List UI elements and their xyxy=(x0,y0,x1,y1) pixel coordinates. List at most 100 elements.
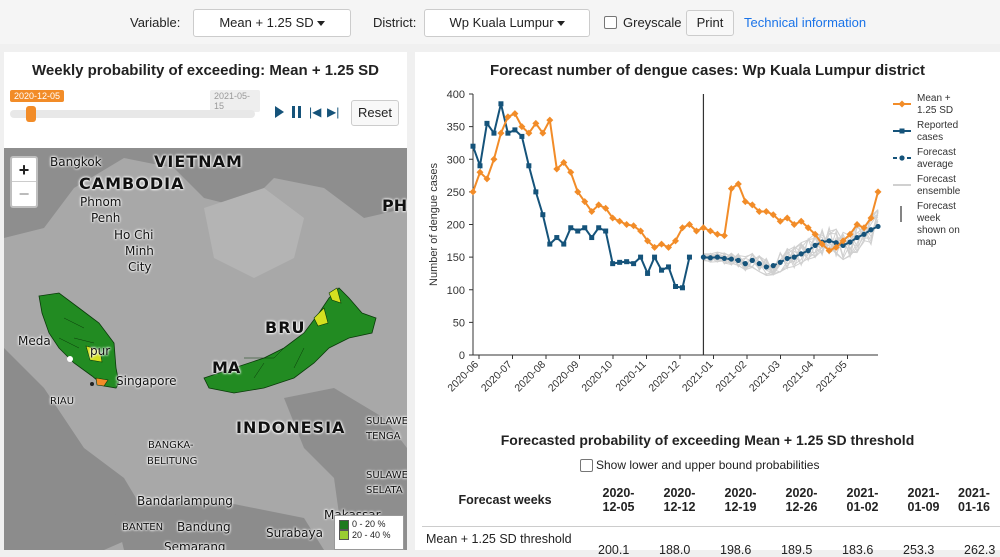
table-title: Forecasted probability of exceeding Mean… xyxy=(500,432,915,448)
step-forward-icon[interactable]: ▶| xyxy=(327,105,340,119)
x-tick-label: 2020-07 xyxy=(479,359,515,395)
variable-dropdown[interactable]: Mean + 1.25 SD xyxy=(193,9,351,37)
ensemble-line xyxy=(703,213,879,276)
series-point xyxy=(490,155,498,163)
table-cell: 198.6 xyxy=(720,543,752,557)
series-point xyxy=(853,221,861,228)
series-point xyxy=(700,254,707,260)
legend-label: cases xyxy=(917,132,943,143)
series-point xyxy=(504,113,512,121)
series-point xyxy=(847,239,853,245)
timeline-start-badge: 2020-12-05 xyxy=(10,90,65,102)
x-tick-label: 2021-02 xyxy=(713,359,749,395)
week-header: 2020- 12-26 xyxy=(785,486,818,514)
series-point xyxy=(631,261,637,267)
series-point xyxy=(610,261,616,267)
y-tick-label: 400 xyxy=(447,89,465,101)
caret-down-icon xyxy=(316,21,325,27)
map-view[interactable]: Bangkok VIETNAM CAMBODIA Phnom Penh Ho C… xyxy=(4,148,407,550)
legend-label: 1.25 SD xyxy=(917,105,953,116)
series-point xyxy=(867,214,875,222)
series-point xyxy=(790,221,798,228)
table-cell: 262.3 xyxy=(964,543,996,557)
x-tick-label: 2021-04 xyxy=(780,359,816,395)
map-canvas[interactable] xyxy=(4,148,407,550)
step-back-icon[interactable]: |◀ xyxy=(309,105,322,119)
timeline-slider[interactable]: 2020-12-05 2021-05-15 xyxy=(10,90,260,122)
series-point xyxy=(651,243,659,251)
bounds-checkbox[interactable] xyxy=(580,459,593,473)
reset-button[interactable]: Reset xyxy=(351,100,399,126)
zoom-in-button[interactable]: + xyxy=(12,158,36,182)
zoom-control: + − xyxy=(10,156,38,208)
series-point xyxy=(469,188,477,196)
legend-label: 20 - 40 % xyxy=(352,529,391,540)
week-header: 2020- 12-05 xyxy=(602,486,635,514)
map-label: Bandarlampung xyxy=(137,494,233,508)
series-point xyxy=(511,110,519,118)
y-tick-label: 250 xyxy=(447,187,465,199)
y-axis-label: Number of dengue cases xyxy=(428,163,440,286)
zoom-out-button[interactable]: − xyxy=(18,184,30,204)
series-point xyxy=(713,230,721,238)
y-tick-label: 200 xyxy=(447,220,465,232)
series-point xyxy=(575,228,581,234)
series-point xyxy=(596,225,602,231)
series-point xyxy=(769,211,777,219)
series-point xyxy=(497,129,505,137)
series-point xyxy=(560,159,568,167)
map-label: Surabaya xyxy=(266,526,323,540)
series-point xyxy=(874,188,882,196)
series-point xyxy=(686,254,692,260)
series-point xyxy=(846,230,854,238)
series-point xyxy=(812,242,818,248)
series-point xyxy=(574,188,582,196)
map-label: Phnom xyxy=(80,195,122,209)
series-point xyxy=(484,120,490,126)
series-point xyxy=(818,240,826,248)
series-point xyxy=(791,254,797,260)
pause-icon[interactable] xyxy=(292,106,301,118)
series-point xyxy=(679,285,685,291)
series-point xyxy=(617,259,623,265)
series-point xyxy=(638,254,644,260)
map-label: TENGA xyxy=(366,431,401,442)
legend-label: shown on xyxy=(917,225,960,236)
week-header: 2020- 12-12 xyxy=(663,486,696,514)
series-point xyxy=(833,240,839,246)
bounds-checkbox-label: Show lower and upper bound probabilities xyxy=(596,458,820,472)
y-tick-label: 100 xyxy=(447,285,465,297)
legend-item: 0 - 20 % xyxy=(339,519,399,530)
series-point xyxy=(532,119,540,127)
y-tick-label: 50 xyxy=(453,317,465,329)
technical-information-link[interactable]: Technical information xyxy=(744,15,867,30)
print-button[interactable]: Print xyxy=(686,10,734,36)
series-point xyxy=(665,243,673,251)
legend-label: Reported xyxy=(917,120,958,131)
series-point xyxy=(588,207,596,215)
timeline-handle[interactable] xyxy=(26,106,36,122)
series-point xyxy=(623,221,631,228)
play-icon[interactable] xyxy=(275,106,284,118)
series-point xyxy=(804,224,812,232)
series-point xyxy=(491,130,497,136)
map-label: pur xyxy=(90,344,111,358)
legend-label: Mean + xyxy=(917,93,951,104)
variable-label: Variable: xyxy=(130,15,181,30)
legend-item: 20 - 40 % xyxy=(339,530,399,541)
legend-label: Forecast xyxy=(917,201,956,212)
table-cell: 183.6 xyxy=(842,543,874,557)
legend-label: Forecast xyxy=(917,174,956,185)
series-point xyxy=(742,261,748,267)
greyscale-checkbox[interactable] xyxy=(604,16,617,29)
legend-label: average xyxy=(917,159,954,170)
map-label: Bangkok xyxy=(50,155,102,169)
series-point xyxy=(868,227,874,233)
district-dropdown[interactable]: Wp Kuala Lumpur xyxy=(424,9,590,37)
table-cell: 189.5 xyxy=(781,543,813,557)
series-point xyxy=(659,267,665,273)
series-point xyxy=(476,168,484,176)
y-tick-label: 0 xyxy=(459,350,465,362)
series-point xyxy=(756,261,762,267)
map-label: SULAWE xyxy=(366,470,407,481)
